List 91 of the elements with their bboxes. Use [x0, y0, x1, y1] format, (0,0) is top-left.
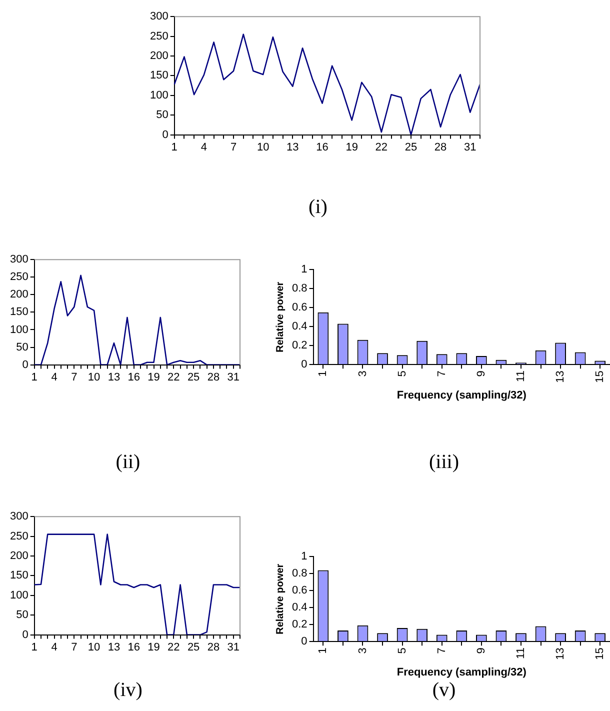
x-tick-label: 13	[108, 371, 120, 384]
y-tick-label: 0.8	[292, 568, 308, 580]
y-tick-label: 300	[10, 254, 28, 266]
y-tick-label: 50	[16, 341, 28, 354]
x-tick-label: 5	[396, 370, 408, 377]
y-tick-label: 100	[150, 89, 168, 102]
x-tick-label: 5	[396, 648, 408, 654]
y-tick-label: 150	[10, 306, 28, 318]
x-tick-label: 4	[51, 641, 58, 654]
x-tick-label: 3	[356, 648, 369, 654]
x-tick-label: 9	[475, 370, 488, 377]
x-tick-label: 22	[168, 641, 180, 654]
y-tick-label: 0	[301, 636, 308, 648]
x-tick-label: 13	[108, 641, 120, 654]
text: (iii)	[428, 451, 460, 474]
x-tick-label: 1	[317, 370, 330, 377]
y-tick-label: 150	[150, 70, 168, 82]
x-tick-label: 22	[168, 371, 180, 384]
y-tick-label: 0.2	[292, 618, 308, 631]
x-tick-label: 28	[434, 141, 447, 154]
y-tick-label: 250	[150, 30, 168, 42]
x-tick-label: 31	[227, 641, 240, 654]
y-tick-label: 0	[22, 628, 28, 641]
y-tick-label: 300	[150, 10, 168, 23]
y-tick-label: 0	[162, 128, 168, 141]
x-tick-label: 1	[171, 141, 178, 154]
y-tick-label: 200	[10, 288, 28, 301]
x-tick-label: 10	[256, 141, 270, 154]
x-tick-label: 13	[554, 370, 567, 383]
text: (ii)	[114, 451, 142, 474]
x-tick-label: 7	[436, 370, 448, 377]
x-tick-label: 7	[71, 641, 78, 654]
text: (v)	[431, 679, 457, 702]
x-tick-label: 19	[148, 641, 160, 654]
y-tick-label: 100	[10, 324, 28, 336]
x-tick-label: 16	[128, 641, 140, 654]
y-tick-label: 250	[10, 530, 28, 542]
y-tick-label: 0	[301, 358, 308, 371]
x-tick-label: 1	[317, 648, 330, 654]
y-tick-label: 0	[22, 358, 28, 371]
x-tick-label: 11	[515, 370, 528, 382]
x-axis-title: Frequency (sampling/32)	[396, 666, 527, 678]
x-tick-label: 4	[51, 371, 58, 384]
x-tick-label: 10	[88, 641, 100, 654]
x-tick-label: 16	[128, 371, 140, 384]
x-tick-label: 13	[286, 141, 299, 154]
x-tick-label: 25	[187, 641, 200, 654]
x-tick-label: 22	[375, 141, 388, 154]
y-tick-label: 300	[10, 510, 28, 523]
y-tick-label: 0.4	[292, 320, 308, 333]
y-tick-label: 0.4	[292, 602, 308, 614]
x-tick-label: 11	[515, 648, 528, 659]
y-tick-label: 0.8	[292, 282, 308, 295]
x-tick-label: 9	[475, 648, 488, 654]
x-tick-label: 13	[554, 648, 567, 660]
y-tick-label: 0.2	[292, 340, 308, 352]
y-tick-label: 0.6	[292, 584, 308, 597]
x-axis-title: Frequency (sampling/32)	[396, 389, 527, 402]
x-tick-label: 28	[207, 371, 220, 384]
text: (i)	[308, 196, 328, 219]
y-tick-label: 200	[150, 50, 168, 62]
y-tick-label: 1	[301, 264, 308, 276]
x-tick-label: 3	[356, 370, 369, 377]
text: (iv)	[112, 679, 144, 702]
y-tick-label: 100	[10, 589, 28, 602]
y-tick-label: 1	[301, 550, 308, 563]
y-tick-label: 200	[10, 550, 28, 562]
y-axis-title: Relative power	[274, 282, 286, 352]
y-tick-label: 150	[10, 570, 28, 582]
x-tick-label: 1	[31, 371, 38, 384]
y-tick-label: 250	[10, 271, 28, 284]
x-tick-label: 7	[71, 371, 78, 384]
x-tick-label: 16	[316, 141, 328, 154]
x-tick-label: 15	[594, 370, 606, 383]
x-tick-label: 7	[436, 648, 448, 654]
x-tick-label: 25	[404, 141, 418, 154]
y-tick-label: 50	[16, 609, 28, 622]
y-axis-title: Relative power	[274, 564, 286, 634]
x-tick-label: 7	[230, 141, 237, 154]
x-tick-label: 28	[207, 641, 220, 654]
x-tick-label: 4	[200, 141, 207, 154]
x-tick-label: 10	[88, 371, 100, 384]
x-tick-label: 25	[187, 371, 200, 384]
x-tick-label: 31	[227, 371, 240, 384]
x-tick-label: 15	[594, 648, 606, 660]
x-tick-label: 1	[31, 641, 38, 654]
x-tick-label: 19	[346, 141, 358, 154]
x-tick-label: 31	[464, 141, 476, 154]
y-tick-label: 50	[156, 109, 168, 122]
y-tick-label: 0.6	[292, 302, 308, 314]
x-tick-label: 19	[148, 371, 160, 384]
